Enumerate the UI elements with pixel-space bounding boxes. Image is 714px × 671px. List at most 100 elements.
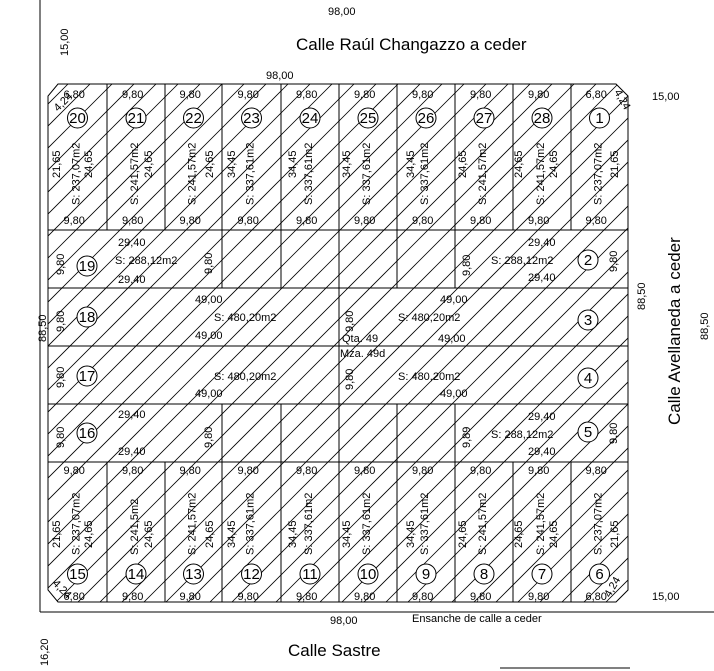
lot-number-27: 27 — [473, 107, 495, 129]
top-depth: 24,65 — [548, 150, 560, 178]
bottom-depth: 24,65 — [457, 520, 469, 548]
svg-text:17: 17 — [79, 368, 96, 385]
lot18-top: 49,00 — [195, 294, 223, 306]
top-frontage: 6,80 — [64, 89, 85, 101]
lot5-top: 29,40 — [528, 411, 556, 423]
bottom-frontage: 9,80 — [528, 591, 549, 603]
lot16-front: 9,80 — [55, 427, 67, 448]
lot-number-1: 1 — [589, 107, 610, 129]
top-depth: 34,45 — [287, 150, 299, 178]
bottom-depth: 24,65 — [83, 520, 95, 548]
svg-text:13: 13 — [185, 566, 202, 583]
lot4-bottom: 49,00 — [440, 388, 468, 400]
dim-right-15-bottom: 15,00 — [652, 591, 680, 603]
mza-label: Mza. 49d — [340, 348, 385, 360]
svg-text:28: 28 — [534, 110, 551, 127]
bottom-area: S: 241,57m2 — [187, 493, 199, 555]
lot5-bottom: 29,40 — [528, 446, 556, 458]
svg-text:14: 14 — [128, 566, 145, 583]
lot-number-3: 3 — [577, 309, 599, 331]
dim-block-bottom: 98,00 — [330, 615, 358, 627]
block-outline — [47, 83, 629, 603]
dim-corner-tr: 4,24 — [611, 88, 632, 113]
svg-text:3: 3 — [584, 312, 592, 329]
svg-text:25: 25 — [360, 110, 377, 127]
svg-text:22: 22 — [185, 110, 202, 127]
svg-text:5: 5 — [584, 424, 592, 441]
lot18-front: 9,80 — [55, 311, 67, 332]
lot2-top: 29,40 — [528, 237, 556, 249]
lot-number-18: 18 — [76, 306, 98, 328]
lot3-bottom: 49,00 — [438, 333, 466, 345]
bottom-top-edge: 9,80 — [354, 465, 375, 477]
bottom-top-edge: 9,80 — [412, 465, 433, 477]
top-depth: 24,65 — [143, 150, 155, 178]
lot19-bottom: 29,40 — [118, 274, 146, 286]
bottom-frontage: 9,80 — [296, 591, 317, 603]
lot18-bottom: 49,00 — [195, 330, 223, 342]
top-frontage: 9,80 — [122, 89, 143, 101]
svg-text:10: 10 — [360, 566, 377, 583]
dim-right-15-top: 15,00 — [652, 91, 680, 103]
bottom-area: S: 337,61m2 — [245, 493, 257, 555]
top-rear: 9,80 — [122, 215, 143, 227]
svg-text:27: 27 — [476, 110, 493, 127]
svg-text:26: 26 — [418, 110, 435, 127]
lot-number-15: 15 — [67, 563, 88, 585]
lot-number-14: 14 — [125, 563, 147, 585]
bottom-top-edge: 9,80 — [296, 465, 317, 477]
top-depth: 24,65 — [204, 150, 216, 178]
svg-text:9: 9 — [422, 566, 430, 583]
bottom-depth: 34,45 — [226, 520, 238, 548]
lot-number-7: 7 — [531, 563, 553, 585]
bottom-depth: 24,65 — [548, 520, 560, 548]
bottom-frontage: 9,80 — [354, 591, 375, 603]
lot16-top: 29,40 — [118, 409, 146, 421]
top-rear: 9,80 — [470, 215, 491, 227]
svg-text:1: 1 — [595, 110, 603, 127]
dim-left-16-20: 16,20 — [39, 638, 51, 666]
top-area: S: 337,61m2 — [419, 143, 431, 205]
bottom-area: S: 237,07m2 — [593, 493, 605, 555]
bottom-top-edge: 9,80 — [64, 465, 85, 477]
top-depth: 24,65 — [457, 150, 469, 178]
bottom-area: S: 337,61m2 — [361, 493, 373, 555]
lot-number-22: 22 — [183, 107, 204, 129]
lot-number-24: 24 — [299, 107, 321, 129]
top-area: S: 241,57m2 — [477, 143, 489, 205]
svg-text:8: 8 — [480, 566, 488, 583]
top-depth: 21,65 — [51, 150, 63, 178]
top-rear: 9,80 — [412, 215, 433, 227]
lot19-area: S: 288,12m2 — [115, 255, 177, 267]
lot18-area: S: 480,20m2 — [214, 312, 276, 324]
lot-number-9: 9 — [415, 563, 437, 585]
top-depth: 24,65 — [83, 150, 95, 178]
ensanche-label: Ensanche de calle a ceder — [412, 613, 542, 625]
lot-number-26: 26 — [415, 107, 437, 129]
lot16-side: 9,80 — [203, 427, 215, 448]
top-frontage: 9,80 — [296, 89, 317, 101]
top-depth: 34,45 — [341, 150, 353, 178]
lot17-front: 9,80 — [55, 367, 67, 388]
lot-number-28: 28 — [531, 107, 553, 129]
lot17-bottom: 49,00 — [195, 388, 223, 400]
top-frontage: 9,80 — [470, 89, 491, 101]
lot19-side: 9,80 — [203, 253, 215, 274]
lot-number-4: 4 — [577, 367, 599, 389]
lot19-top: 29,40 — [118, 237, 146, 249]
bottom-depth: 34,45 — [405, 520, 417, 548]
top-rear: 9,80 — [354, 215, 375, 227]
svg-text:24: 24 — [302, 110, 319, 127]
bottom-area: S: 241,5m2 — [129, 499, 141, 555]
dim-left-15: 15,00 — [59, 28, 71, 56]
bottom-depth: 24,65 — [513, 520, 525, 548]
lot-number-23: 23 — [241, 107, 262, 129]
top-frontage: 6,80 — [586, 89, 607, 101]
bottom-depth: 34,45 — [287, 520, 299, 548]
lot3-top: 49,00 — [440, 294, 468, 306]
lot4-area: S: 480,20m2 — [398, 371, 460, 383]
lot-number-11: 11 — [299, 563, 321, 585]
svg-text:11: 11 — [302, 566, 318, 583]
svg-text:23: 23 — [243, 110, 260, 127]
top-row-grid — [48, 84, 628, 602]
